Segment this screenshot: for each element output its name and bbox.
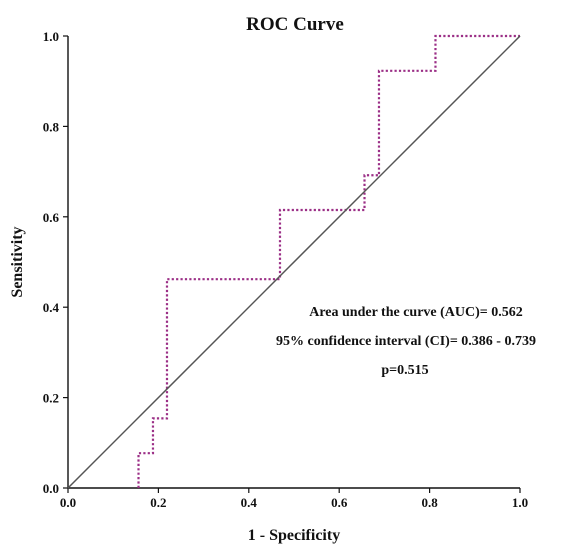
x-tick-label: 0.4 [241, 495, 258, 510]
y-tick-label: 0.2 [43, 391, 59, 406]
roc-curve-line [137, 34, 520, 488]
y-tick-label: 0.8 [43, 119, 60, 134]
chart-title: ROC Curve [246, 14, 344, 35]
x-tick-label: 0.6 [331, 495, 348, 510]
axis-ticks [63, 35, 521, 493]
x-tick-label: 0.0 [60, 495, 76, 510]
y-tick-label: 0.6 [43, 210, 60, 225]
y-tick-label: 0.0 [43, 481, 59, 496]
y-tick-label: 0.4 [43, 300, 60, 315]
plot-area [63, 34, 521, 493]
p-value-annotation: p=0.515 [381, 363, 428, 378]
reference-diagonal-line [67, 35, 521, 489]
series-layer [67, 34, 521, 489]
x-tick-label: 1.0 [512, 495, 528, 510]
y-axis-label: Sensitivity [9, 226, 26, 297]
auc-annotation: Area under the curve (AUC)= 0.562 [309, 305, 523, 320]
x-tick-label: 0.8 [421, 495, 438, 510]
x-tick-label: 0.2 [150, 495, 166, 510]
ci-annotation: 95% confidence interval (CI)= 0.386 - 0.… [276, 334, 536, 349]
y-tick-label: 1.0 [43, 29, 59, 44]
x-axis-label: 1 - Specificity [248, 527, 340, 544]
